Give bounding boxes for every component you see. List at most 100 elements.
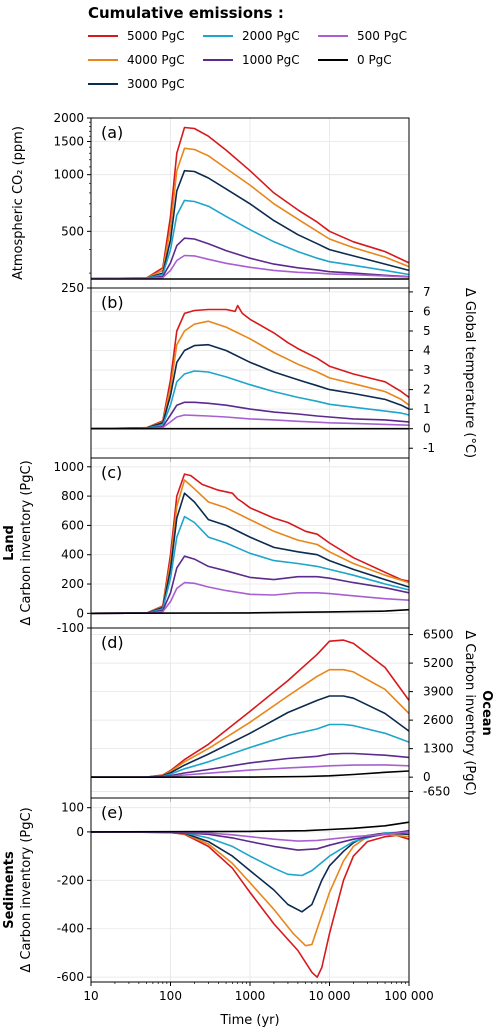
legend-item-0: 0 PgC	[318, 53, 392, 67]
y-tick-label: 0	[423, 422, 431, 436]
series-line-5000-PgC	[90, 473, 410, 615]
y-tick-label: -600	[57, 970, 84, 984]
series-line-500-PgC	[91, 831, 410, 842]
y-tick-label: 1	[423, 402, 431, 416]
y-tick-label: 1300	[423, 742, 454, 756]
y-axis-label-bold: Ocean	[479, 690, 494, 736]
legend-item-500: 500 PgC	[318, 29, 407, 43]
legend-swatch	[88, 83, 118, 85]
series-line-5000-PgC	[90, 126, 410, 280]
x-tick-label: 10 000	[309, 989, 351, 1003]
legend-label: 5000 PgC	[127, 29, 185, 43]
y-axis-label: Δ Carbon inventory (PgC)	[462, 630, 477, 795]
series-line-4000-PgC	[90, 147, 410, 280]
legend-item-4000: 4000 PgC	[88, 53, 185, 67]
y-tick-label: 100	[61, 801, 84, 815]
series-line-0-PgC	[90, 821, 410, 833]
y-axis-label: Δ Carbon inventory (PgC)	[19, 460, 34, 625]
x-axis-label: Time (yr)	[219, 1013, 279, 1028]
y-tick-label: 1500	[53, 135, 84, 149]
y-tick-label: -1	[423, 441, 435, 455]
y-tick-label: 1000	[53, 460, 84, 474]
y-tick-label: 3	[423, 363, 431, 377]
legend-title: Cumulative emissions :	[88, 4, 284, 22]
series-line-3000-PgC	[90, 343, 410, 430]
series-line-1000-PgC	[90, 237, 410, 280]
y-tick-label: 6500	[423, 628, 454, 642]
legend-item-5000: 5000 PgC	[88, 29, 185, 43]
y-tick-label: 500	[61, 224, 84, 238]
series-line-3000-PgC	[90, 492, 410, 615]
panel-c: -1000 200 400 600 800 1000 (c) Δ Carbon invento…	[2, 457, 410, 635]
legend-item-1000: 1000 PgC	[203, 53, 300, 67]
series-line-5000-PgC	[90, 304, 410, 430]
panel-a: 250 500 1000 1500 2000 (a) Atmospheric CO₂ (pp…	[11, 111, 410, 295]
legend-swatch	[203, 59, 233, 61]
panel-e: -600 -400 -200 0 100 (e) Δ Carbon inventory (P…	[2, 797, 434, 1028]
legend-label: 500 PgC	[357, 29, 407, 43]
series-line-1000-PgC	[90, 829, 410, 851]
legend-swatch	[88, 35, 118, 37]
panel-label: (a)	[101, 123, 123, 142]
x-tick-label: 100	[159, 989, 182, 1003]
x-tick-label: 10	[83, 989, 98, 1003]
y-axis-label: Δ Global temperature (°C)	[462, 288, 477, 458]
series-line-0-PgC	[90, 770, 410, 778]
y-tick-label: 2600	[423, 713, 454, 727]
legend-item-3000: 3000 PgC	[88, 77, 185, 91]
y-tick-label: 3900	[423, 685, 454, 699]
y-tick-label: 0	[423, 770, 431, 784]
legend-swatch	[88, 59, 118, 61]
y-tick-label: 400	[61, 548, 84, 562]
series-line-1000-PgC	[90, 555, 410, 615]
series-line-4000-PgC	[90, 831, 410, 947]
y-tick-label: 600	[61, 518, 84, 532]
legend-label: 2000 PgC	[242, 29, 300, 43]
y-tick-label: 4	[423, 344, 431, 358]
y-tick-label: 7	[423, 285, 431, 299]
y-tick-label: -200	[57, 873, 84, 887]
y-tick-label: 200	[61, 577, 84, 591]
legend-label: 4000 PgC	[127, 53, 185, 67]
series-line-3000-PgC	[90, 169, 410, 280]
y-tick-label: 800	[61, 489, 84, 503]
panel-label: (d)	[101, 633, 124, 652]
x-tick-label: 100 000	[384, 989, 434, 1003]
y-axis-label-bold: Land	[2, 525, 17, 561]
legend: Cumulative emissions : 5000 PgC 4000 PgC…	[0, 0, 500, 100]
panel-label: (c)	[101, 463, 122, 482]
y-tick-label: 2000	[53, 111, 84, 125]
y-axis-label: Δ Carbon inventory (PgC)	[19, 807, 34, 972]
legend-label: 1000 PgC	[242, 53, 300, 67]
series-line-0-PgC	[90, 608, 410, 615]
y-tick-label: 6	[423, 304, 431, 318]
y-tick-label: 0	[76, 606, 84, 620]
y-tick-label: -650	[423, 784, 450, 798]
series-line-500-PgC	[90, 581, 410, 615]
panel-d: -6500 1300 2600 3900 5200 6500 (d) Δ Carbon inv…	[90, 627, 494, 802]
y-tick-label: -100	[57, 621, 84, 635]
series-line-2000-PgC	[90, 199, 410, 280]
legend-item-2000: 2000 PgC	[203, 29, 300, 43]
series-line-2000-PgC	[90, 370, 410, 430]
y-tick-label: 2	[423, 383, 431, 397]
panel-label: (b)	[101, 293, 124, 312]
y-tick-label: 250	[61, 281, 84, 295]
series-line-1000-PgC	[90, 401, 410, 430]
y-tick-label: -400	[57, 922, 84, 936]
series-line-5000-PgC	[90, 831, 410, 978]
panel-b: -1 0 1 2 3 4 5 6 7 (b) Δ Global temperature (°C)	[90, 285, 477, 462]
y-tick-label: 5200	[423, 656, 454, 670]
series-line-4000-PgC	[90, 320, 410, 430]
legend-label: 3000 PgC	[127, 77, 185, 91]
series-line-500-PgC	[90, 254, 410, 280]
legend-swatch	[318, 59, 348, 61]
legend-label: 0 PgC	[357, 53, 392, 67]
y-axis-label: Atmospheric CO₂ (ppm)	[11, 126, 26, 280]
series-line-4000-PgC	[90, 479, 410, 615]
y-tick-label: 5	[423, 324, 431, 338]
y-tick-label: 1000	[53, 168, 84, 182]
legend-swatch	[318, 35, 348, 37]
y-axis-label-bold: Sediments	[2, 851, 17, 929]
